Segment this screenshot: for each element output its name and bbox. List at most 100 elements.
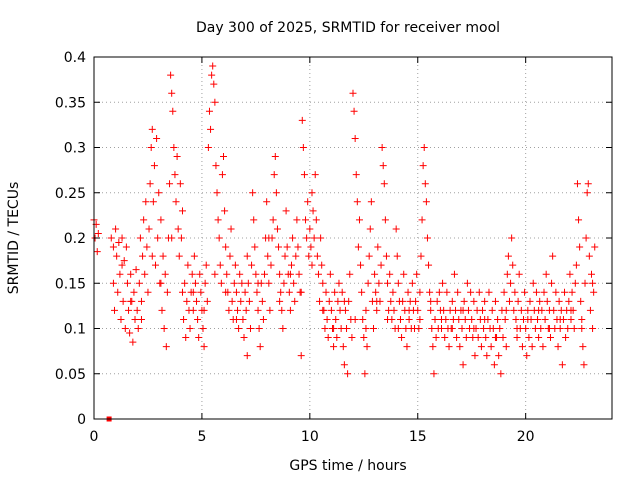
data-point	[394, 325, 402, 332]
data-point	[353, 198, 361, 206]
data-point	[292, 252, 300, 260]
data-point	[561, 288, 569, 296]
data-point	[250, 216, 258, 224]
data-point	[373, 297, 381, 305]
data-point	[358, 288, 366, 296]
data-point	[589, 325, 597, 332]
data-point	[541, 315, 549, 323]
data-point	[416, 288, 424, 296]
data-point	[240, 334, 248, 342]
data-point	[517, 306, 525, 314]
data-point	[415, 325, 423, 332]
data-point	[174, 225, 182, 233]
data-point	[584, 180, 592, 188]
data-point	[197, 288, 205, 296]
data-point	[338, 288, 346, 296]
data-point	[546, 334, 554, 342]
data-point	[351, 315, 359, 323]
data-point	[177, 234, 185, 242]
data-point	[232, 288, 240, 296]
data-point	[510, 306, 518, 314]
data-point	[157, 216, 165, 224]
data-point	[463, 279, 471, 287]
data-point	[440, 306, 448, 314]
data-point	[222, 243, 230, 251]
data-point	[295, 270, 303, 278]
y-tick-label: 0.35	[55, 95, 86, 111]
y-tick-label: 0.15	[55, 276, 86, 292]
data-point	[275, 243, 283, 251]
data-point	[271, 153, 279, 161]
data-point	[215, 234, 223, 242]
data-point	[272, 189, 280, 197]
data-point	[123, 279, 131, 287]
data-point	[133, 306, 141, 314]
data-point	[149, 198, 157, 206]
data-point	[248, 261, 256, 269]
data-point	[351, 134, 359, 142]
data-point	[183, 297, 191, 305]
data-point	[558, 361, 566, 369]
data-point	[381, 216, 389, 224]
data-point	[374, 243, 382, 251]
y-tick-label: 0.4	[64, 50, 86, 66]
data-point	[245, 297, 253, 305]
data-point	[491, 297, 499, 305]
tick-labels: 0 0.05 0.1 0.15 0.2 0.25 0.3 0.35 0.4 0 5 10 15 20	[55, 50, 535, 445]
data-point	[372, 288, 380, 296]
y-tick-label: 0.3	[64, 141, 86, 157]
data-point	[280, 279, 288, 287]
data-point	[293, 216, 301, 224]
data-point	[309, 207, 317, 215]
data-point	[249, 189, 257, 197]
data-point	[435, 288, 443, 296]
data-point	[583, 189, 591, 197]
data-point	[291, 297, 299, 305]
data-point	[496, 325, 504, 332]
data-point	[159, 252, 167, 260]
data-point	[254, 306, 262, 314]
data-point	[573, 180, 581, 188]
data-point	[512, 315, 520, 323]
y-tick-label: 0.1	[64, 322, 86, 338]
data-point	[230, 279, 238, 287]
data-point	[375, 279, 383, 287]
data-point	[246, 325, 254, 332]
data-point	[417, 252, 425, 260]
data-point	[474, 334, 482, 342]
data-point	[121, 325, 129, 332]
data-point	[265, 279, 273, 287]
data-point	[509, 261, 517, 269]
data-point	[223, 270, 231, 278]
data-point	[405, 306, 413, 314]
data-point	[564, 325, 572, 332]
data-point	[147, 144, 155, 151]
data-point	[306, 225, 314, 233]
data-point	[308, 189, 316, 197]
data-point	[241, 288, 249, 296]
data-point	[112, 225, 120, 233]
data-point	[421, 180, 429, 188]
data-point	[259, 315, 267, 323]
data-point	[367, 198, 375, 206]
data-point	[513, 325, 521, 332]
data-point	[428, 325, 436, 332]
data-point	[339, 343, 347, 351]
data-point	[350, 107, 358, 115]
data-point	[523, 352, 531, 360]
data-point	[562, 334, 570, 342]
data-point	[318, 261, 326, 269]
data-point	[362, 325, 370, 332]
y-tick-label: 0.2	[64, 231, 86, 247]
data-point	[153, 134, 161, 142]
data-point	[387, 297, 395, 305]
data-point	[363, 343, 371, 351]
data-point	[176, 180, 184, 188]
data-point	[127, 297, 135, 305]
data-point	[273, 225, 281, 233]
data-point	[109, 243, 117, 251]
data-point	[554, 343, 562, 351]
x-tick-label: 0	[90, 429, 99, 445]
data-point	[276, 270, 284, 278]
data-point	[319, 306, 327, 314]
